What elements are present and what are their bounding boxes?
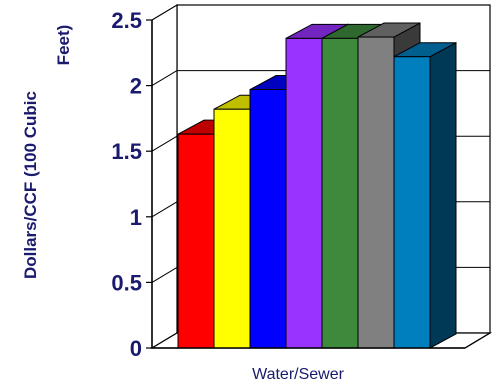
bar-front: [321, 37, 359, 349]
gridline-side: [151, 201, 178, 218]
bar-front: [177, 133, 215, 349]
y-tick-label: 1: [130, 205, 142, 230]
bar-front: [357, 36, 395, 349]
axes: [146, 19, 491, 349]
side-wall: [151, 3, 178, 350]
bar-front: [213, 108, 251, 349]
y-tick-label: 0.5: [111, 270, 142, 295]
gridline-side: [151, 70, 178, 87]
y-tick-label: 2.5: [111, 8, 142, 33]
gridline-side: [151, 135, 178, 152]
x-axis-label: Water/Sewer: [252, 366, 345, 383]
y-axis-label-line2: Feet): [54, 25, 73, 66]
y-tick-labels: 0 0.5 1 1.5 2 2.5: [111, 8, 142, 361]
y-tick-label: 0: [130, 336, 142, 361]
bar-side: [429, 41, 457, 349]
y-axis-label: Dollars/CCF (100 Cubic: [21, 91, 40, 279]
y-tick-label: 1.5: [111, 139, 142, 164]
bar: [393, 41, 457, 349]
x-axis-depth: [464, 332, 491, 349]
bars: [177, 22, 457, 349]
bar-front: [249, 89, 287, 349]
gridline-side: [151, 266, 178, 283]
bar-front: [285, 37, 323, 349]
bar-front: [393, 56, 431, 349]
y-tick-label: 2: [130, 74, 142, 99]
